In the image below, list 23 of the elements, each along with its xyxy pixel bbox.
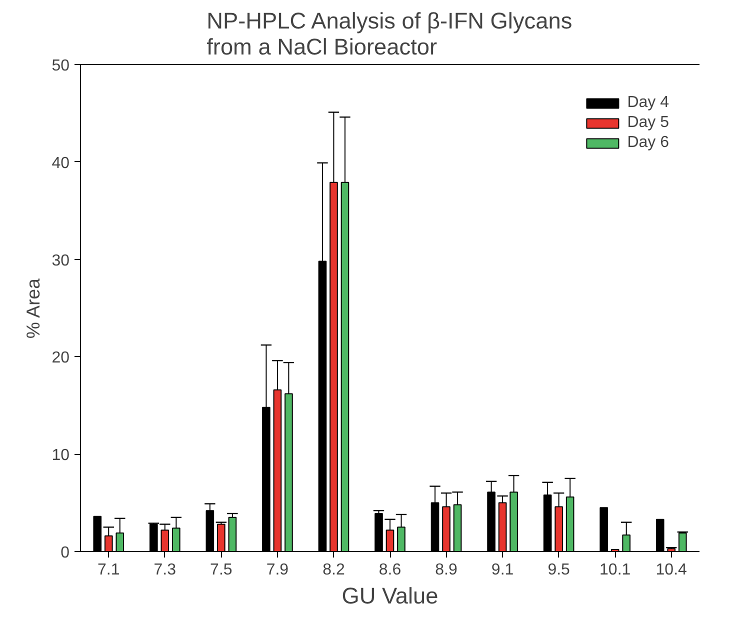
x-tick-label: 8.2 (322, 562, 345, 578)
x-tick-label: 9.1 (491, 562, 514, 578)
legend-label: Day 4 (627, 94, 669, 112)
y-tick-label: 40 (52, 154, 70, 172)
y-tick-label: 50 (52, 58, 70, 74)
x-tick-label: 7.9 (266, 562, 289, 578)
x-tick-label: 9.5 (548, 562, 570, 578)
y-axis-title: % Area (22, 278, 44, 339)
x-tick-label: 7.5 (210, 562, 232, 578)
x-tick-label: 8.9 (435, 562, 458, 578)
legend-label: Day 6 (627, 134, 669, 152)
x-tick-label: 10.4 (656, 562, 688, 578)
x-tick-label: 7.3 (154, 562, 176, 578)
y-tick-label: 20 (52, 350, 70, 367)
y-tick-label: 0 (60, 544, 70, 562)
x-tick-label: 8.6 (378, 562, 402, 578)
x-tick-label: 10.1 (600, 562, 631, 578)
legend-label: Day 5 (627, 114, 669, 132)
x-axis-title: GU Value (342, 582, 438, 608)
chart-title: NP-HPLC Analysis of β-IFN Glycans from a NaCl Bioreactor (206, 8, 572, 60)
x-tick-label: 7.1 (98, 562, 120, 578)
y-tick-label: 30 (52, 252, 70, 270)
y-tick-label: 10 (52, 447, 70, 464)
